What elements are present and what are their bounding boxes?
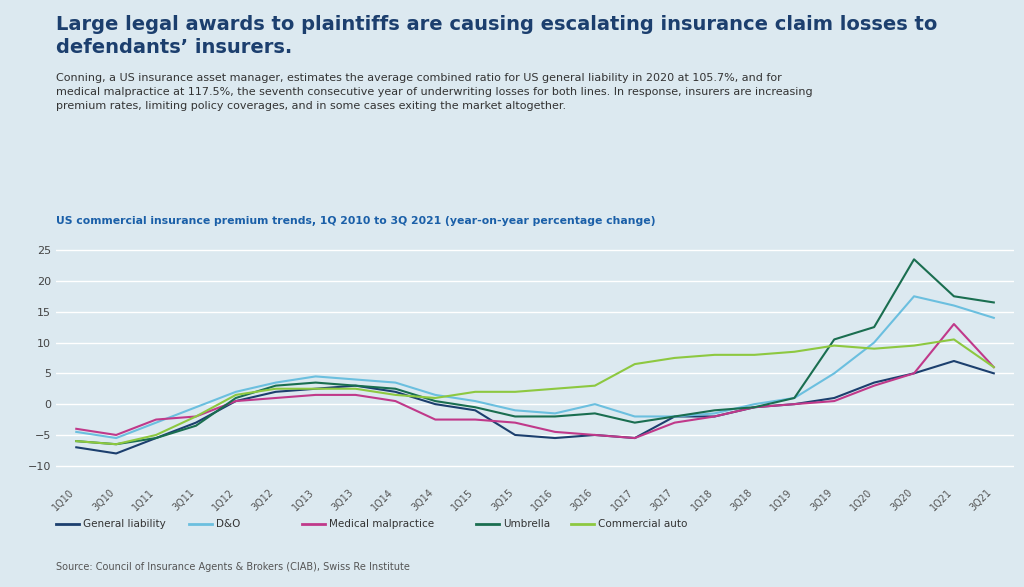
Text: Large legal awards to plaintiffs are causing escalating insurance claim losses t: Large legal awards to plaintiffs are cau… (56, 15, 938, 33)
Text: D&O: D&O (216, 518, 241, 529)
Text: General liability: General liability (83, 518, 166, 529)
Text: defendants’ insurers.: defendants’ insurers. (56, 38, 293, 57)
Text: US commercial insurance premium trends, 1Q 2010 to 3Q 2021 (year-on-year percent: US commercial insurance premium trends, … (56, 216, 655, 226)
Text: Conning, a US insurance asset manager, estimates the average combined ratio for : Conning, a US insurance asset manager, e… (56, 73, 813, 110)
Text: Source: Council of Insurance Agents & Brokers (CIAB), Swiss Re Institute: Source: Council of Insurance Agents & Br… (56, 562, 411, 572)
Text: Medical malpractice: Medical malpractice (329, 518, 434, 529)
Text: Commercial auto: Commercial auto (598, 518, 687, 529)
Text: Umbrella: Umbrella (503, 518, 550, 529)
